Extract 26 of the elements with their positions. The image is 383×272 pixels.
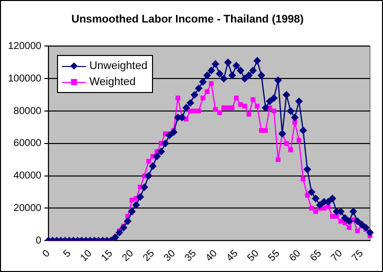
y-tick-label: 120000 <box>8 40 42 52</box>
y-tick-label: 100000 <box>8 73 42 84</box>
x-tick-label: 0 <box>40 248 53 260</box>
x-tick-label: 55 <box>266 248 282 264</box>
x-tick-label: 45 <box>224 248 241 264</box>
x-tick-label: 75 <box>350 248 366 264</box>
legend-label: Weighted <box>89 76 136 88</box>
y-tick-label: 80000 <box>14 106 42 117</box>
x-tick-label: 50 <box>246 248 262 264</box>
x-tick-label: 5 <box>62 248 74 260</box>
y-tick-label: 20000 <box>14 202 42 214</box>
x-tick-label: 70 <box>329 248 346 264</box>
y-tick-label: 40000 <box>14 170 42 182</box>
x-tick-label: 60 <box>287 248 304 264</box>
x-tick-label: 35 <box>182 248 199 264</box>
chart-title: Unsmoothed Labor Income - Thailand (1998) <box>71 14 304 26</box>
x-tick-label: 15 <box>99 248 116 264</box>
x-tick-label: 10 <box>78 248 95 264</box>
x-tick-label: 30 <box>162 248 178 264</box>
legend-label: Unweighted <box>89 60 148 72</box>
y-tick-label: 0 <box>36 235 42 246</box>
x-tick-label: 25 <box>141 248 158 264</box>
y-tick-label: 60000 <box>14 138 42 150</box>
x-tick-label: 40 <box>204 248 220 264</box>
x-tick-label: 20 <box>120 248 136 264</box>
x-tick-label: 65 <box>308 248 324 264</box>
